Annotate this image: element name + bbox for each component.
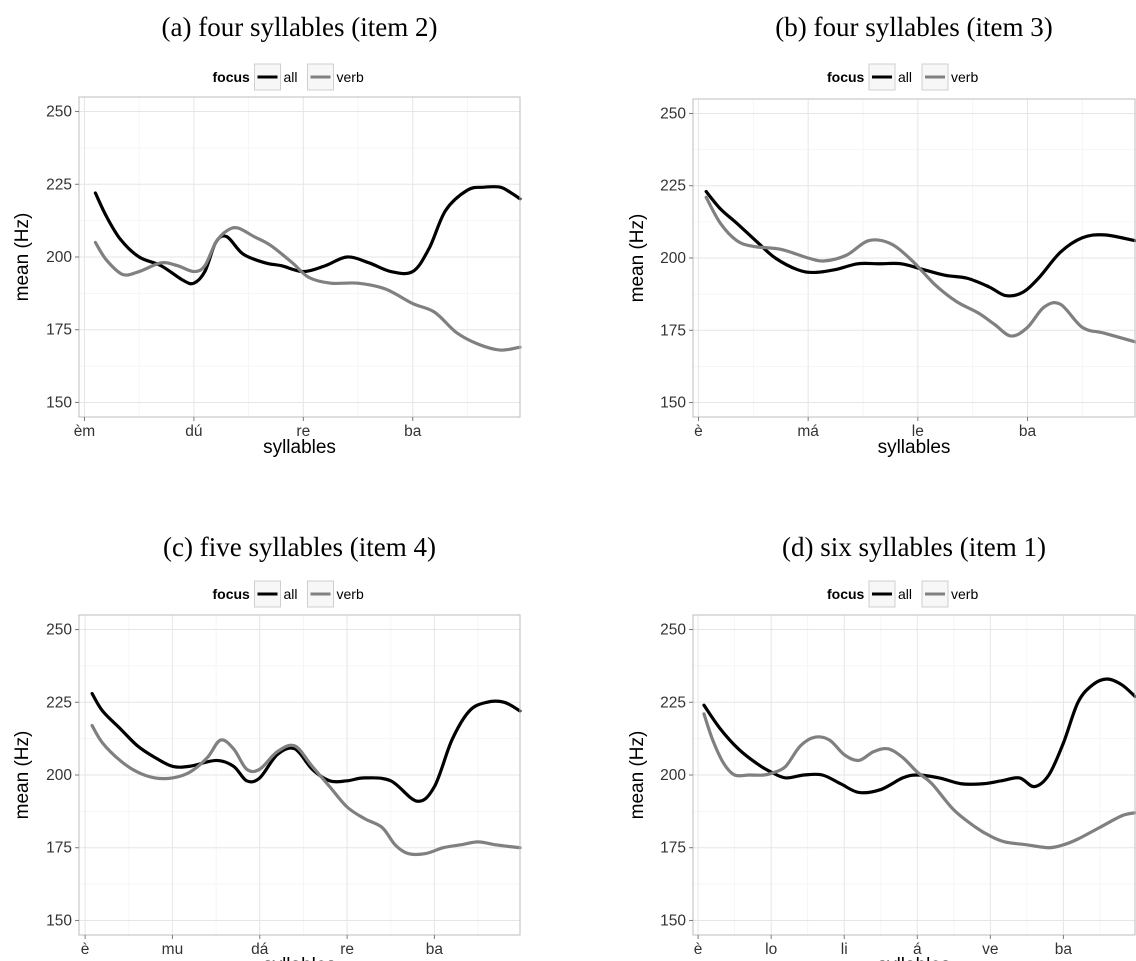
- x-tick-label: dá: [251, 941, 269, 958]
- y-tick-label: 175: [660, 840, 686, 857]
- y-tick-label: 200: [660, 767, 686, 784]
- x-tick-label: ba: [404, 423, 422, 440]
- y-tick-label: 225: [46, 694, 72, 711]
- legend-label-all: all: [284, 69, 298, 85]
- y-tick-label: 250: [660, 105, 686, 122]
- y-tick-label: 225: [46, 176, 72, 193]
- x-tick-label: le: [912, 423, 924, 440]
- y-tick-label: 250: [660, 622, 686, 639]
- series-line-all: [90, 691, 522, 803]
- x-tick-label: ve: [982, 941, 998, 958]
- x-tick-label: ba: [426, 941, 444, 958]
- legend-label-all: all: [284, 586, 298, 602]
- chart-title: (a) four syllables (item 2): [162, 12, 438, 42]
- y-tick-label: 150: [46, 912, 72, 929]
- legend-label-verb: verb: [337, 586, 364, 602]
- y-axis-title: mean (Hz): [12, 213, 33, 302]
- legend: focus all verb: [827, 63, 978, 91]
- legend-title: focus: [213, 69, 251, 85]
- chart-panel-3: (c) five syllables (item 4) focus all verb 1…: [12, 532, 522, 961]
- legend: focus all verb: [213, 63, 364, 91]
- y-tick-label: 175: [46, 322, 72, 339]
- chart-title: (d) six syllables (item 1): [782, 532, 1046, 562]
- legend-title: focus: [827, 586, 865, 602]
- x-tick-label: è: [694, 423, 703, 440]
- x-axis-title: syllables: [878, 955, 951, 961]
- y-tick-label: 225: [660, 178, 686, 195]
- y-tick-label: 225: [660, 694, 686, 711]
- chart-panel-2: (b) four syllables (item 3) focus all verb 1…: [627, 12, 1136, 458]
- series-line-verb: [90, 723, 522, 857]
- y-axis-title: mean (Hz): [627, 731, 648, 820]
- y-axis-title: mean (Hz): [12, 731, 33, 820]
- x-axis-title: syllables: [263, 437, 336, 458]
- x-axis-title: syllables: [878, 437, 951, 458]
- x-tick-label: èm: [74, 423, 96, 440]
- legend-label-all: all: [898, 69, 912, 85]
- legend-label-verb: verb: [951, 586, 978, 602]
- x-tick-label: dú: [185, 423, 202, 440]
- x-tick-label: li: [841, 941, 848, 958]
- legend: focus all verb: [213, 580, 364, 608]
- y-tick-label: 150: [46, 394, 72, 411]
- x-tick-label: á: [913, 941, 922, 958]
- chart-title: (b) four syllables (item 3): [775, 12, 1052, 42]
- legend-label-verb: verb: [337, 69, 364, 85]
- y-tick-label: 175: [660, 322, 686, 339]
- legend: focus all verb: [827, 580, 978, 608]
- y-tick-label: 175: [46, 840, 72, 857]
- series-line-verb: [704, 195, 1136, 344]
- y-tick-label: 200: [46, 249, 72, 266]
- y-tick-label: 150: [660, 395, 686, 412]
- chart-panel-1: (a) four syllables (item 2) focus all verb 1…: [12, 12, 522, 458]
- y-tick-label: 250: [46, 104, 72, 121]
- x-tick-label: re: [340, 941, 354, 958]
- series-line-verb: [93, 226, 522, 352]
- y-tick-label: 150: [660, 912, 686, 929]
- legend-label-all: all: [898, 586, 912, 602]
- x-tick-label: mu: [162, 941, 184, 958]
- x-tick-label: ba: [1055, 941, 1073, 958]
- series-line-verb: [702, 712, 1136, 850]
- legend-title: focus: [213, 586, 251, 602]
- x-tick-label: re: [296, 423, 310, 440]
- series-line-all: [704, 189, 1136, 298]
- x-axis-title: syllables: [263, 955, 336, 961]
- chart-panel-4: (d) six syllables (item 1) focus all verb 15…: [627, 532, 1136, 961]
- x-tick-label: ba: [1019, 423, 1037, 440]
- x-tick-label: lo: [765, 941, 777, 958]
- y-tick-label: 250: [46, 622, 72, 639]
- legend-label-verb: verb: [951, 69, 978, 85]
- y-tick-label: 200: [46, 767, 72, 784]
- y-tick-label: 200: [660, 250, 686, 267]
- y-axis-title: mean (Hz): [627, 214, 648, 303]
- x-tick-label: má: [797, 423, 819, 440]
- series-line-all: [93, 185, 522, 286]
- x-tick-label: è: [694, 941, 703, 958]
- x-tick-label: è: [81, 941, 90, 958]
- chart-title: (c) five syllables (item 4): [163, 532, 436, 562]
- legend-title: focus: [827, 69, 865, 85]
